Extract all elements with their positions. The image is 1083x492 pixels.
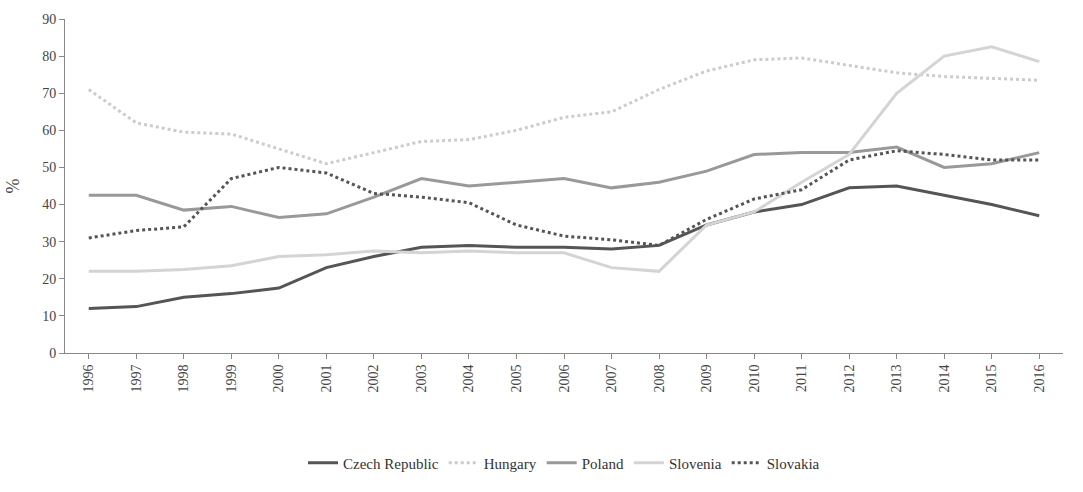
svg-text:0: 0 <box>49 346 56 361</box>
svg-text:2009: 2009 <box>699 365 714 393</box>
svg-text:2011: 2011 <box>794 365 809 392</box>
svg-text:%: % <box>3 179 23 194</box>
svg-text:60: 60 <box>42 123 56 138</box>
svg-text:2007: 2007 <box>604 365 619 393</box>
svg-text:2012: 2012 <box>842 365 857 393</box>
svg-text:1996: 1996 <box>81 365 96 393</box>
svg-text:2008: 2008 <box>652 365 667 393</box>
svg-text:80: 80 <box>42 49 56 64</box>
svg-text:2005: 2005 <box>509 365 524 393</box>
svg-text:2015: 2015 <box>984 365 999 393</box>
svg-text:2014: 2014 <box>937 365 952 393</box>
svg-text:Hungary: Hungary <box>484 456 537 472</box>
svg-text:1999: 1999 <box>224 365 239 393</box>
svg-text:2006: 2006 <box>557 365 572 393</box>
svg-text:Slovakia: Slovakia <box>767 456 820 472</box>
svg-text:2016: 2016 <box>1032 365 1047 393</box>
svg-text:2000: 2000 <box>271 365 286 393</box>
svg-text:2003: 2003 <box>414 365 429 393</box>
svg-text:2002: 2002 <box>366 365 381 393</box>
svg-text:Czech Republic: Czech Republic <box>343 456 439 472</box>
svg-text:20: 20 <box>42 272 56 287</box>
svg-text:10: 10 <box>42 309 56 324</box>
svg-text:40: 40 <box>42 197 56 212</box>
svg-text:50: 50 <box>42 160 56 175</box>
svg-text:2013: 2013 <box>889 365 904 393</box>
svg-text:70: 70 <box>42 86 56 101</box>
svg-text:2001: 2001 <box>319 365 334 393</box>
svg-text:1998: 1998 <box>176 365 191 393</box>
svg-text:90: 90 <box>42 12 56 27</box>
svg-text:Poland: Poland <box>582 456 624 472</box>
svg-text:2004: 2004 <box>462 365 477 393</box>
svg-text:30: 30 <box>42 235 56 250</box>
svg-text:2010: 2010 <box>747 365 762 393</box>
svg-text:Slovenia: Slovenia <box>669 456 722 472</box>
svg-text:1997: 1997 <box>129 365 144 393</box>
